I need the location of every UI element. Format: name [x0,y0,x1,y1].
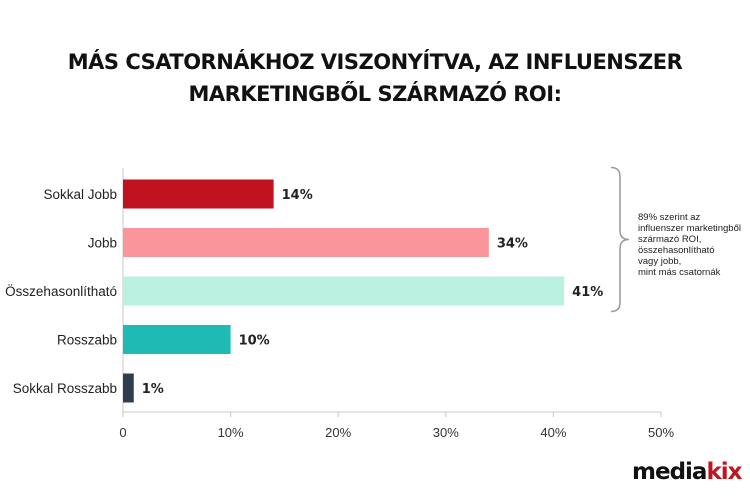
x-tick-label: 40% [540,425,566,440]
annotation-line: mint más csatornák [638,267,721,278]
logo-part-media: media [632,459,707,485]
logo-part-kix: kix [706,459,742,485]
axes: 0 10% 20% 30% 40% 50% [119,168,674,440]
value-label: 14% [282,188,313,203]
category-label: Rosszabb [57,333,117,348]
bar [123,325,231,354]
annotation-line: vagy jobb, [638,256,682,267]
value-label: 1% [142,382,164,397]
bar [123,179,274,209]
annotation-brace [610,166,630,313]
category-label: Sokkal Jobb [43,187,117,202]
category-label: Összehasonlítható [5,284,117,299]
x-tick-label: 30% [433,425,459,440]
annotation-line: 89% szerint az [638,212,701,223]
value-label: 41% [572,285,603,300]
title-line-2: MARKETINGBŐL SZÁRMAZÓ ROI: [188,82,563,106]
bar [123,276,565,306]
value-label: 10% [239,334,270,349]
value-label: 34% [497,237,528,252]
mediakix-logo: mediakix [632,459,742,485]
labels: Sokkal Jobb 14% Jobb 34% Összehasonlítható 41… [5,187,603,397]
x-tick-label: 10% [218,425,244,440]
annotation-note: 89% szerint az influenszer marketingből … [638,212,748,278]
bar [123,228,489,257]
annotation-line: származó ROI, [638,234,702,245]
annotation-line: összehasonlítható [638,245,715,256]
category-label: Sokkal Rosszabb [13,381,117,396]
bar [123,373,134,403]
chart-title: MÁS CSATORNÁKHOZ VISZONYÍTVA, AZ INFLUEN… [0,46,750,110]
x-tick-label: 50% [648,425,674,440]
bars [123,179,565,403]
annotation-line: influenszer marketingből [638,223,741,234]
x-tick-label: 20% [325,425,351,440]
x-tick-label: 0 [119,425,126,440]
title-line-1: MÁS CSATORNÁKHOZ VISZONYÍTVA, AZ INFLUEN… [67,50,683,74]
category-label: Jobb [88,236,117,251]
